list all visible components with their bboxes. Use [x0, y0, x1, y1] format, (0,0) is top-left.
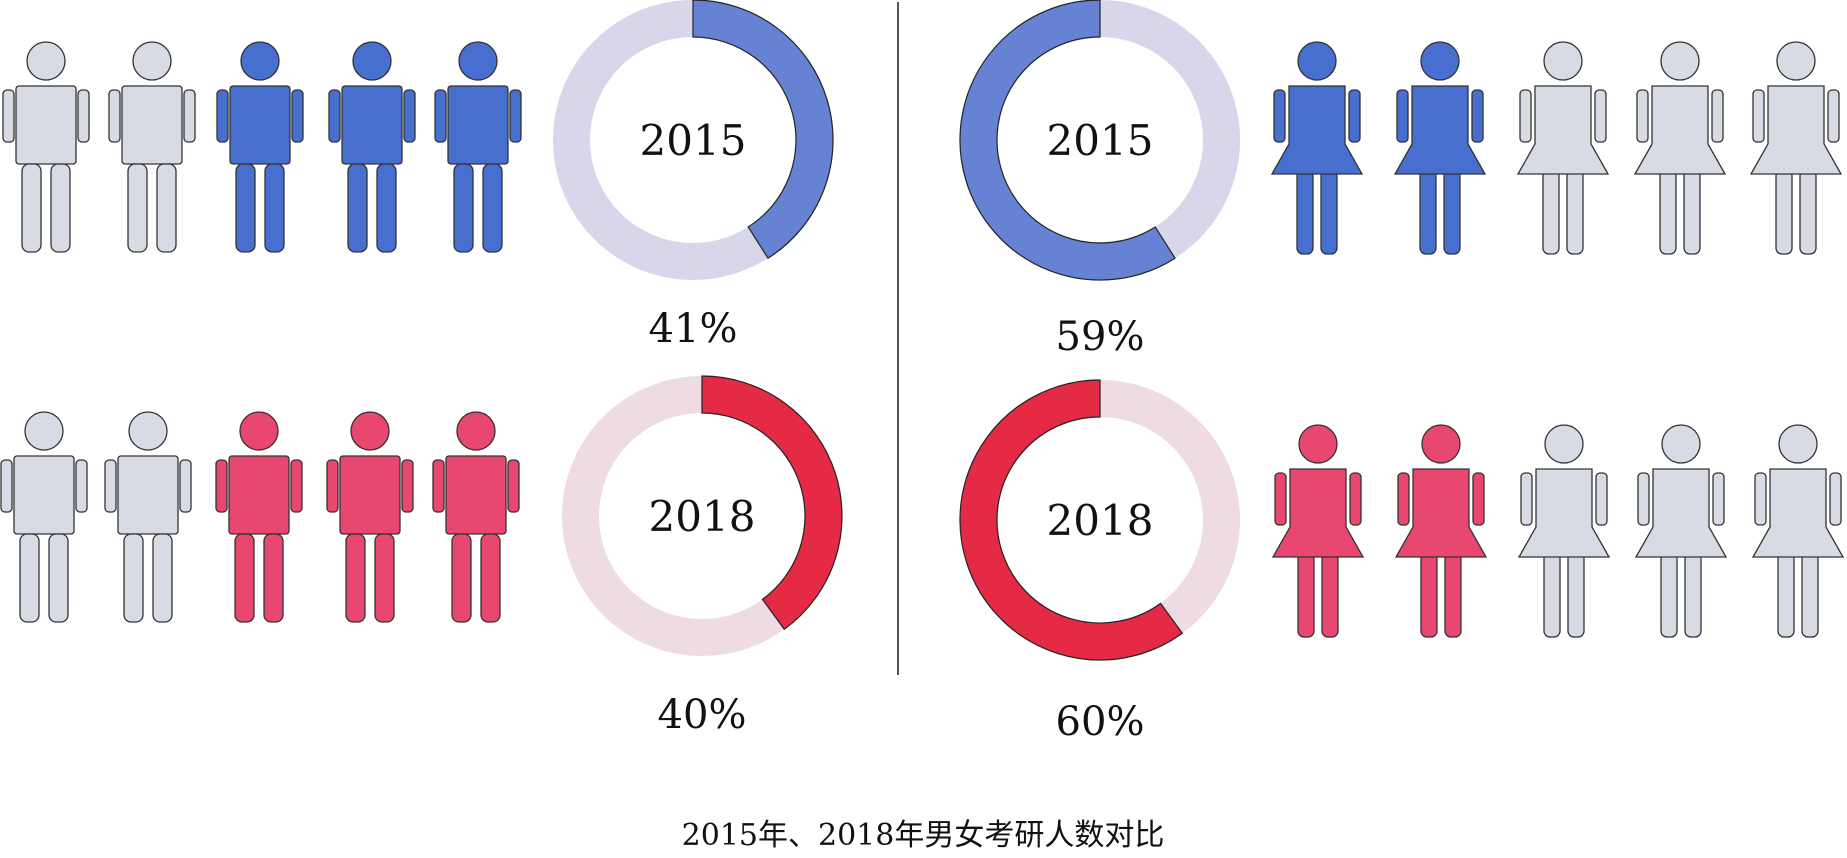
donut-panels: 2015 41% 2015 59% 2018 40% 2018 60% — [0, 0, 1845, 745]
female-figure-icon — [1633, 41, 1727, 255]
female-figure-icon — [1393, 41, 1487, 255]
female-figure-icon — [1270, 41, 1364, 255]
donut-year-label: 2015 — [1047, 116, 1154, 165]
male-figure-icon — [2, 41, 90, 253]
percentage-label: 40% — [658, 692, 747, 738]
female-figure-icon — [1516, 41, 1610, 255]
percentage-label: 41% — [649, 306, 738, 352]
male-figure-icon — [326, 411, 414, 623]
panel-male-2018: 2018 40% — [0, 375, 843, 738]
female-figure-icon — [1749, 41, 1843, 255]
donut-segment — [959, 379, 1184, 661]
panel-female-2018: 2018 60% — [959, 379, 1845, 745]
donut-year-label: 2018 — [1047, 496, 1154, 545]
male-figure-icon — [215, 411, 303, 623]
donut-year-label: 2015 — [640, 116, 747, 165]
percentage-label: 60% — [1056, 699, 1145, 745]
female-figure-icon — [1394, 424, 1488, 638]
male-figure-icon — [0, 411, 88, 623]
female-figure-icon — [1517, 424, 1611, 638]
donut-segment — [959, 0, 1176, 281]
percentage-label: 59% — [1056, 314, 1145, 360]
donut-segment — [701, 375, 843, 631]
male-figure-icon — [108, 41, 196, 253]
male-figure-icon — [432, 411, 520, 623]
donut-year-label: 2018 — [649, 492, 756, 541]
male-figure-icon — [434, 41, 522, 253]
chart-title: 2015年、2018年男女考研人数对比 — [682, 818, 1165, 853]
donut-segment — [692, 0, 834, 260]
female-figure-icon — [1271, 424, 1365, 638]
male-figure-icon — [216, 41, 304, 253]
panel-female-2015: 2015 59% — [959, 0, 1843, 360]
female-figure-icon — [1751, 424, 1845, 638]
female-figure-icon — [1634, 424, 1728, 638]
male-figure-icon — [104, 411, 192, 623]
male-figure-icon — [328, 41, 416, 253]
panel-male-2015: 2015 41% — [2, 0, 834, 352]
